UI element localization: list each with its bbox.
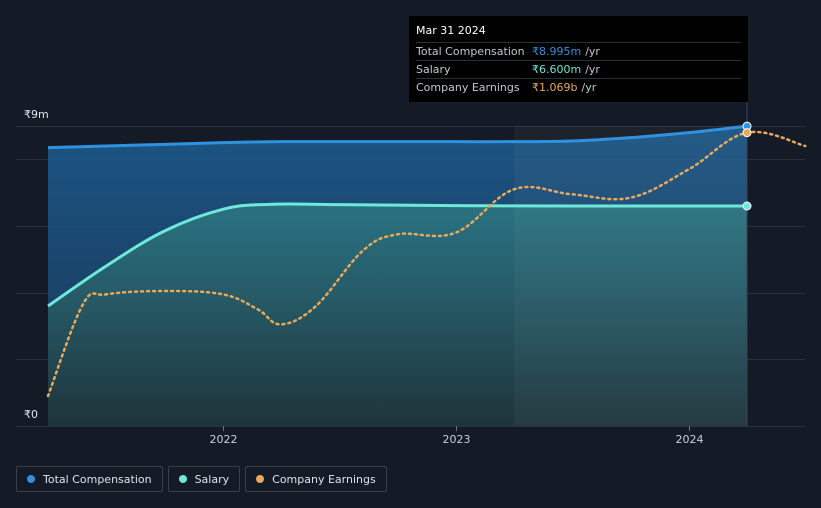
company-earnings-line [46,130,807,398]
recent-period-shade [514,126,747,426]
tooltip-value: ₹8.995m [532,45,582,58]
legend-dot-icon [178,475,187,483]
x-tick-label: 2023 [443,433,471,446]
company-earnings-marker [742,128,752,138]
tooltip-row-total-compensation: Total Compensation ₹8.995m /yr [416,42,741,60]
legend-label: Company Earnings [272,472,376,486]
y-axis-min-label: ₹0 [24,408,38,421]
tooltip-unit: /yr [585,63,600,76]
tooltip-label: Salary [416,63,451,76]
legend-dot-icon [27,475,35,483]
legend-item-company-earnings[interactable]: Company Earnings [245,466,387,492]
x-tick-label: 2022 [210,433,238,446]
y-axis-max-label: ₹9m [24,108,49,121]
legend-label: Salary [194,472,230,486]
legend-item-salary[interactable]: Salary [167,466,241,492]
hover-tooltip: Mar 31 2024 Total Compensation ₹8.995m /… [409,16,748,102]
x-tick-label: 2024 [676,433,704,446]
legend-dot-icon [256,475,265,483]
tooltip-value: ₹6.600m [532,63,582,76]
tooltip-value: ₹1.069b [532,81,578,94]
legend-label: Total Compensation [43,472,152,486]
series-lines [46,124,807,398]
tooltip-row-company-earnings: Company Earnings ₹1.069b /yr [416,78,741,96]
tooltip-label: Company Earnings [416,81,520,94]
salary-line [47,202,747,308]
tooltip-row-salary: Salary ₹6.600m /yr [416,60,741,78]
salary-area [48,203,747,426]
tooltip-date: Mar 31 2024 [416,24,486,37]
salary-marker [742,201,752,211]
tooltip-unit: /yr [585,45,600,58]
total-compensation-line [47,124,748,150]
tooltip-unit: /yr [581,81,597,94]
chart-legend: Total Compensation Salary Company Earnin… [16,466,387,492]
series-areas [48,100,748,427]
tooltip-label: Total Compensation [416,45,525,58]
legend-item-total-compensation[interactable]: Total Compensation [16,466,163,492]
x-axis: 2022 2023 2024 [210,426,704,446]
hover-markers [742,121,752,211]
